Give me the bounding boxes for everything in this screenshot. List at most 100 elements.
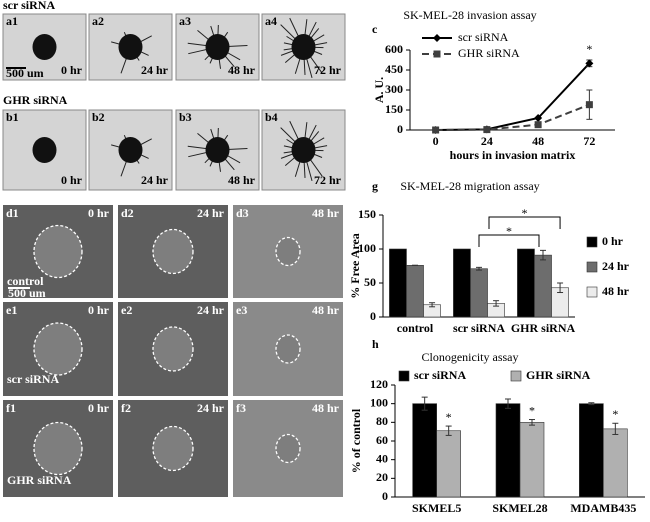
legend-swatch bbox=[586, 261, 598, 273]
wound-area bbox=[33, 322, 83, 376]
bar bbox=[495, 403, 521, 498]
x-tick-label: 72 bbox=[583, 134, 595, 148]
time-label: 48 hr bbox=[228, 63, 256, 77]
y-tick-label: 50 bbox=[364, 275, 376, 289]
x-tick-label: MDAMB435 bbox=[570, 501, 636, 515]
panel-id: b4 bbox=[265, 110, 278, 124]
marker bbox=[433, 50, 441, 58]
y-tick-label: 150 bbox=[358, 207, 376, 221]
wound-area bbox=[275, 236, 301, 267]
series-line bbox=[435, 62, 591, 131]
x-tick-label: GHR siRNA bbox=[511, 321, 576, 335]
scale-label: 500 um bbox=[8, 286, 46, 300]
x-axis-title: hours in invasion matrix bbox=[450, 148, 576, 162]
y-axis-title: A. U. bbox=[372, 77, 386, 103]
spheroid bbox=[32, 34, 57, 60]
error-bar bbox=[540, 249, 546, 261]
y-tick-label: 0 bbox=[397, 122, 403, 136]
bar bbox=[519, 422, 545, 498]
time-label: 72 hr bbox=[314, 173, 342, 187]
time-label: 24 hr bbox=[141, 63, 169, 77]
panel-id: e3 bbox=[236, 303, 247, 317]
x-tick-label: control bbox=[397, 321, 434, 335]
y-tick-label: 40 bbox=[376, 451, 388, 465]
marker bbox=[585, 101, 593, 109]
error-bar bbox=[429, 302, 436, 308]
marker bbox=[585, 59, 594, 68]
panel-id: f2 bbox=[121, 401, 131, 415]
significance-mark: * bbox=[446, 410, 452, 424]
panel-id: f3 bbox=[236, 401, 246, 415]
spheroid bbox=[205, 137, 230, 163]
spheroid bbox=[291, 137, 316, 163]
error-bar bbox=[557, 282, 564, 294]
error-bar bbox=[476, 266, 482, 271]
time-label: 24 hr bbox=[197, 303, 225, 317]
y-tick-label: 80 bbox=[376, 414, 388, 428]
bar bbox=[603, 428, 628, 498]
error-bar bbox=[505, 398, 511, 409]
wound-area bbox=[152, 228, 194, 275]
significance-mark: * bbox=[612, 407, 618, 421]
panel-id: b2 bbox=[92, 110, 105, 124]
y-tick-label: 120 bbox=[370, 377, 388, 391]
time-label: 24 hr bbox=[197, 401, 225, 415]
significance-mark: * bbox=[529, 403, 535, 417]
scale-label: 500 um bbox=[6, 66, 44, 80]
error-bar bbox=[529, 419, 535, 426]
panel-letter: h bbox=[372, 337, 379, 351]
bar bbox=[436, 430, 461, 498]
series-line bbox=[435, 103, 590, 131]
spheroid bbox=[291, 34, 316, 60]
panel-id: a4 bbox=[265, 14, 277, 28]
spheroid bbox=[118, 34, 143, 60]
wound-area bbox=[152, 425, 194, 472]
significance-bracket bbox=[488, 216, 561, 229]
marker bbox=[433, 34, 441, 42]
legend-label: 24 hr bbox=[602, 259, 630, 273]
marker bbox=[534, 114, 543, 122]
wound-area bbox=[275, 433, 301, 464]
spheroid bbox=[205, 34, 230, 60]
time-label: 72 hr bbox=[314, 63, 342, 77]
legend-swatch bbox=[586, 286, 598, 298]
spheroid bbox=[118, 137, 143, 163]
significance-bracket bbox=[478, 234, 540, 247]
wound-area bbox=[33, 421, 83, 476]
y-tick-label: 100 bbox=[370, 395, 388, 409]
row-label: scr siRNA bbox=[3, 0, 55, 12]
panel-id: b1 bbox=[6, 110, 19, 124]
time-label: 0 hr bbox=[88, 303, 110, 317]
y-tick-label: 60 bbox=[376, 433, 388, 447]
panel-letter: c bbox=[372, 22, 378, 36]
significance-mark: * bbox=[506, 224, 512, 238]
error-bar bbox=[588, 402, 595, 406]
y-tick-label: 150 bbox=[385, 102, 403, 116]
row-label: control bbox=[7, 274, 44, 288]
time-label: 0 hr bbox=[88, 206, 110, 220]
y-tick-label: 20 bbox=[376, 470, 388, 484]
bar bbox=[579, 403, 604, 498]
x-tick-label: scr siRNA bbox=[453, 321, 505, 335]
legend-swatch bbox=[586, 236, 598, 248]
time-label: 48 hr bbox=[312, 206, 340, 220]
chart-title: SK-MEL-28 migration assay bbox=[400, 179, 539, 193]
panel-id: f1 bbox=[6, 401, 16, 415]
error-bar bbox=[493, 300, 500, 307]
panel-id: d2 bbox=[121, 206, 134, 220]
panel-id: a3 bbox=[179, 14, 191, 28]
marker bbox=[483, 126, 491, 134]
time-label: 24 hr bbox=[197, 206, 225, 220]
y-tick-label: 100 bbox=[358, 241, 376, 255]
significance-mark: * bbox=[586, 42, 592, 56]
y-tick-label: 300 bbox=[385, 82, 403, 96]
row-label: GHR siRNA bbox=[3, 93, 68, 107]
panel-id: d3 bbox=[236, 206, 249, 220]
panel-id: b3 bbox=[179, 110, 192, 124]
legend-label: GHR siRNA bbox=[458, 46, 520, 60]
x-tick-label: 24 bbox=[481, 134, 493, 148]
y-axis-title: % of control bbox=[349, 408, 363, 473]
panel-id: e2 bbox=[121, 303, 132, 317]
row-label: GHR siRNA bbox=[7, 473, 72, 487]
